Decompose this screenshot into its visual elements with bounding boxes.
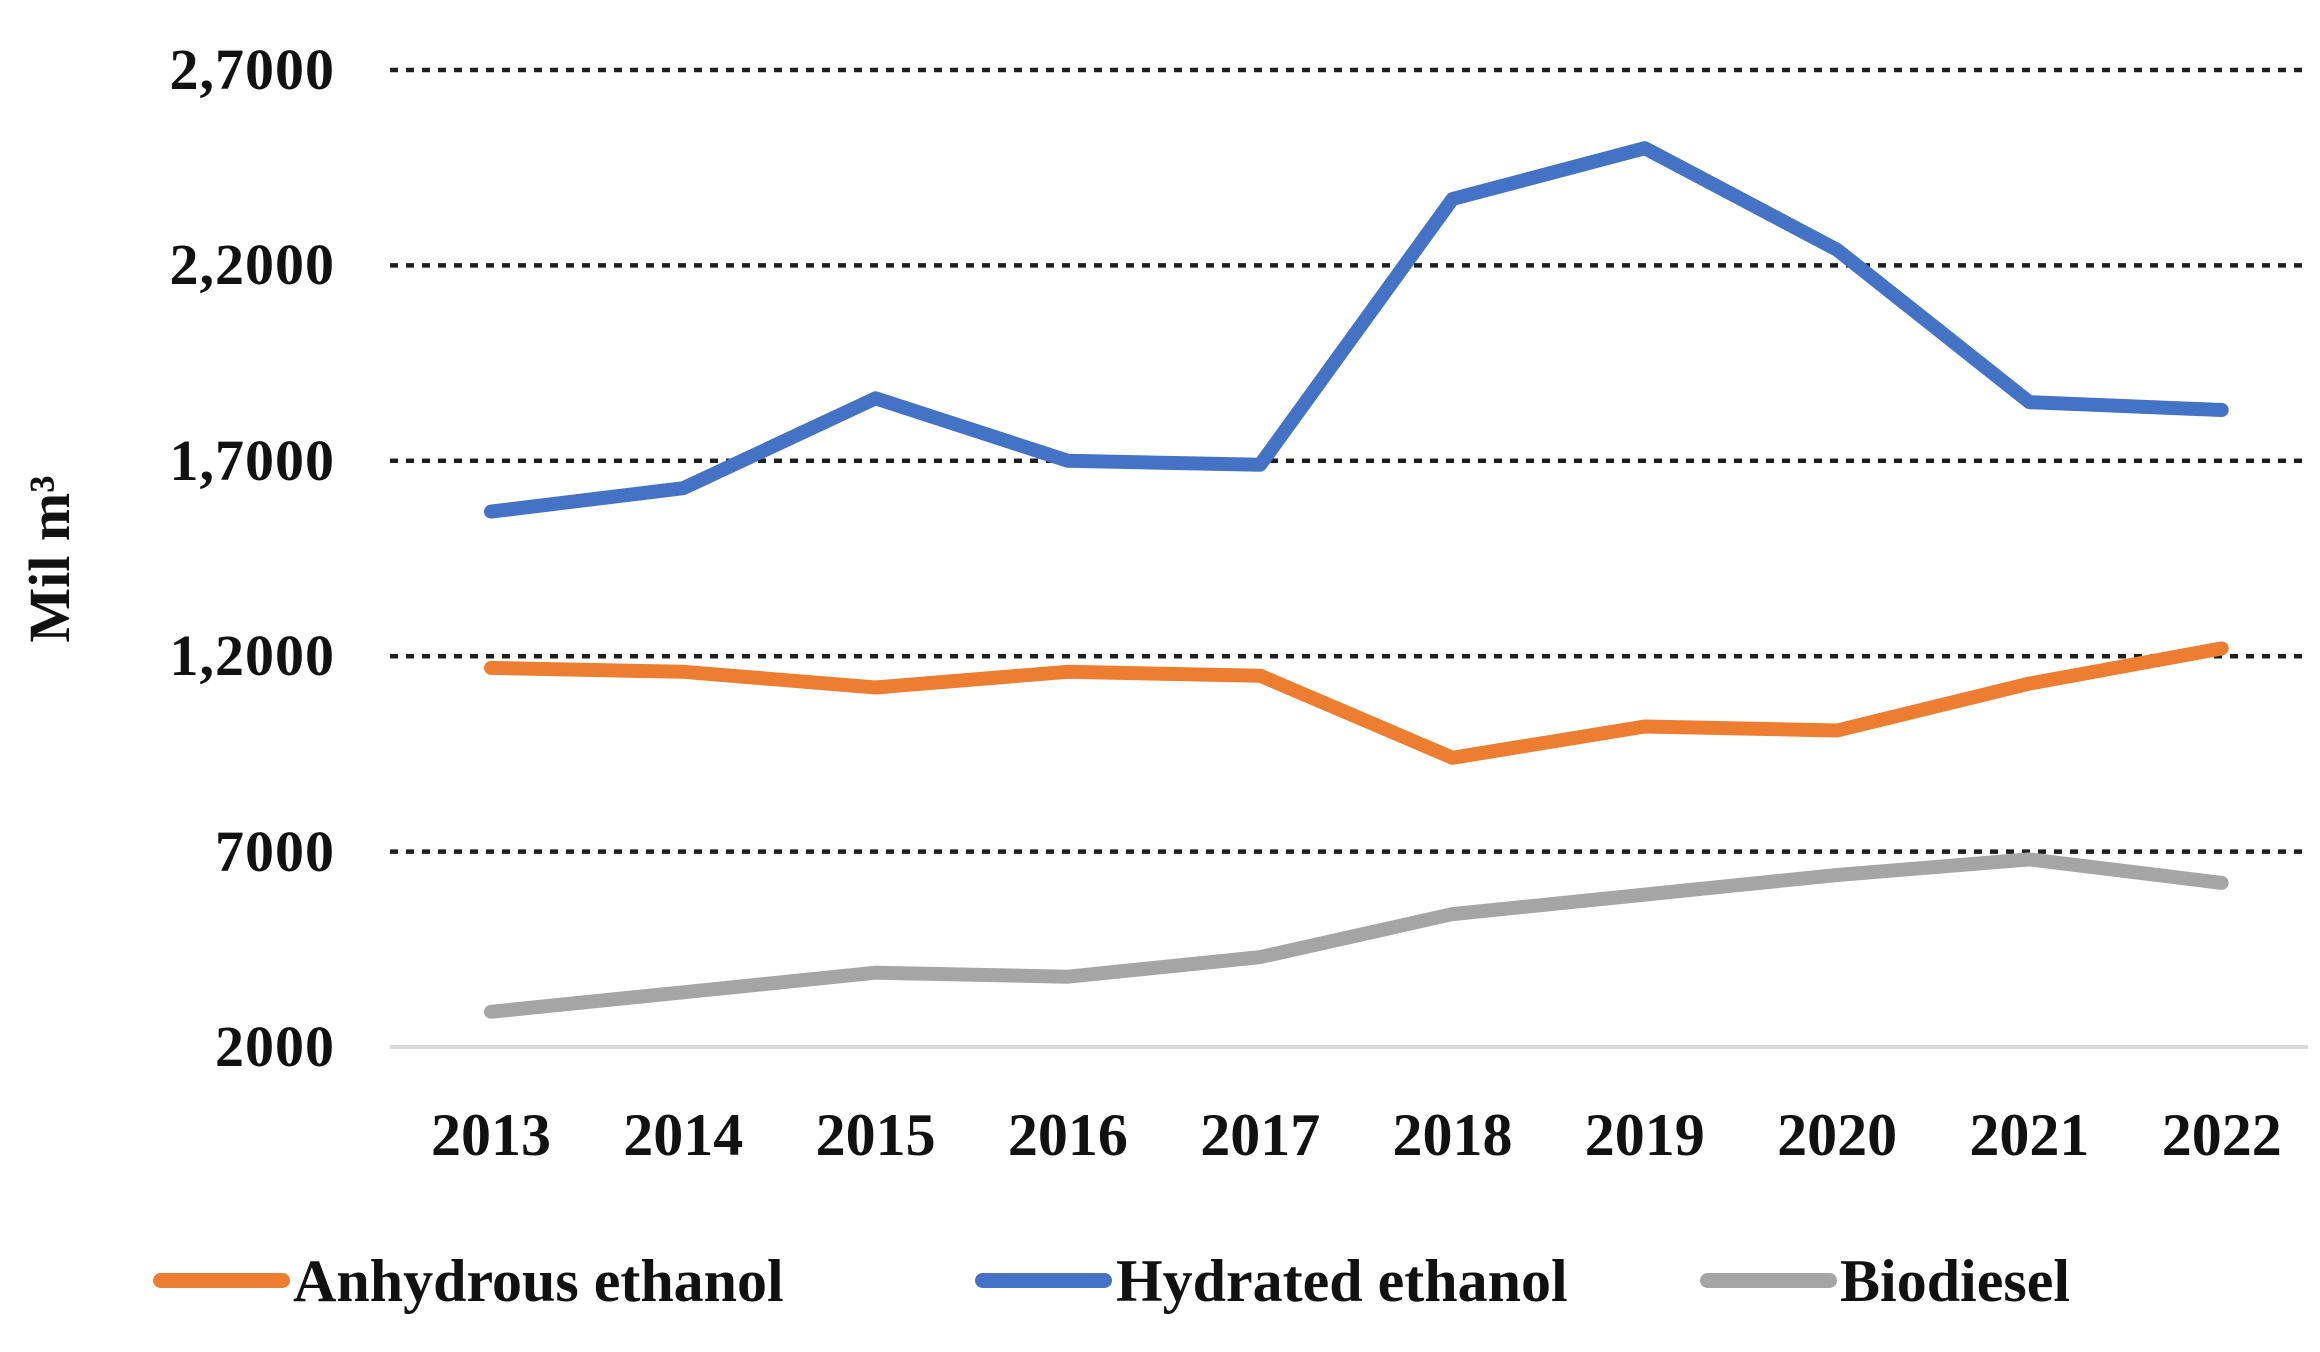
y-tick-label-2000: 2000 (215, 1014, 335, 1079)
legend-marker-biodiesel (1700, 1273, 1837, 1288)
legend-label-hydrated-ethanol: Hydrated ethanol (1116, 1248, 1568, 1314)
legend-label-anhydrous-ethanol: Anhydrous ethanol (293, 1248, 784, 1314)
x-tick-label-2014: 2014 (623, 1102, 744, 1168)
y-tick-label-27000: 2,7000 (169, 37, 335, 102)
x-tick-label-2018: 2018 (1392, 1102, 1513, 1168)
x-tick-label-2016: 2016 (1007, 1102, 1128, 1168)
legend-marker-anhydrous-ethanol (153, 1273, 290, 1288)
x-tick-label-2013: 2013 (431, 1102, 551, 1168)
x-tick-label-2020: 2020 (1777, 1102, 1898, 1168)
y-tick-label-12000: 1,2000 (169, 623, 335, 689)
line-biodiesel (484, 852, 2229, 1019)
gridlines (390, 67, 2308, 1049)
y-tick-label-17000: 1,7000 (169, 427, 335, 493)
legend-marker-hydrated-ethanol (975, 1273, 1112, 1288)
x-tick-label-2015: 2015 (815, 1102, 936, 1168)
x-tick-label-2019: 2019 (1584, 1102, 1705, 1168)
x-tick-label-2017: 2017 (1200, 1102, 1321, 1168)
x-tick-label-2022: 2022 (2161, 1102, 2282, 1168)
y-tick-label-22000: 2,2000 (169, 232, 335, 298)
line-anhydrous-ethanol (484, 641, 2229, 765)
y-tick-label-7000: 7000 (215, 818, 335, 884)
legend-label-biodiesel: Biodiesel (1840, 1248, 2071, 1314)
line-hydrated-ethanol (484, 141, 2229, 519)
x-tick-label-2021: 2021 (1969, 1102, 2090, 1168)
